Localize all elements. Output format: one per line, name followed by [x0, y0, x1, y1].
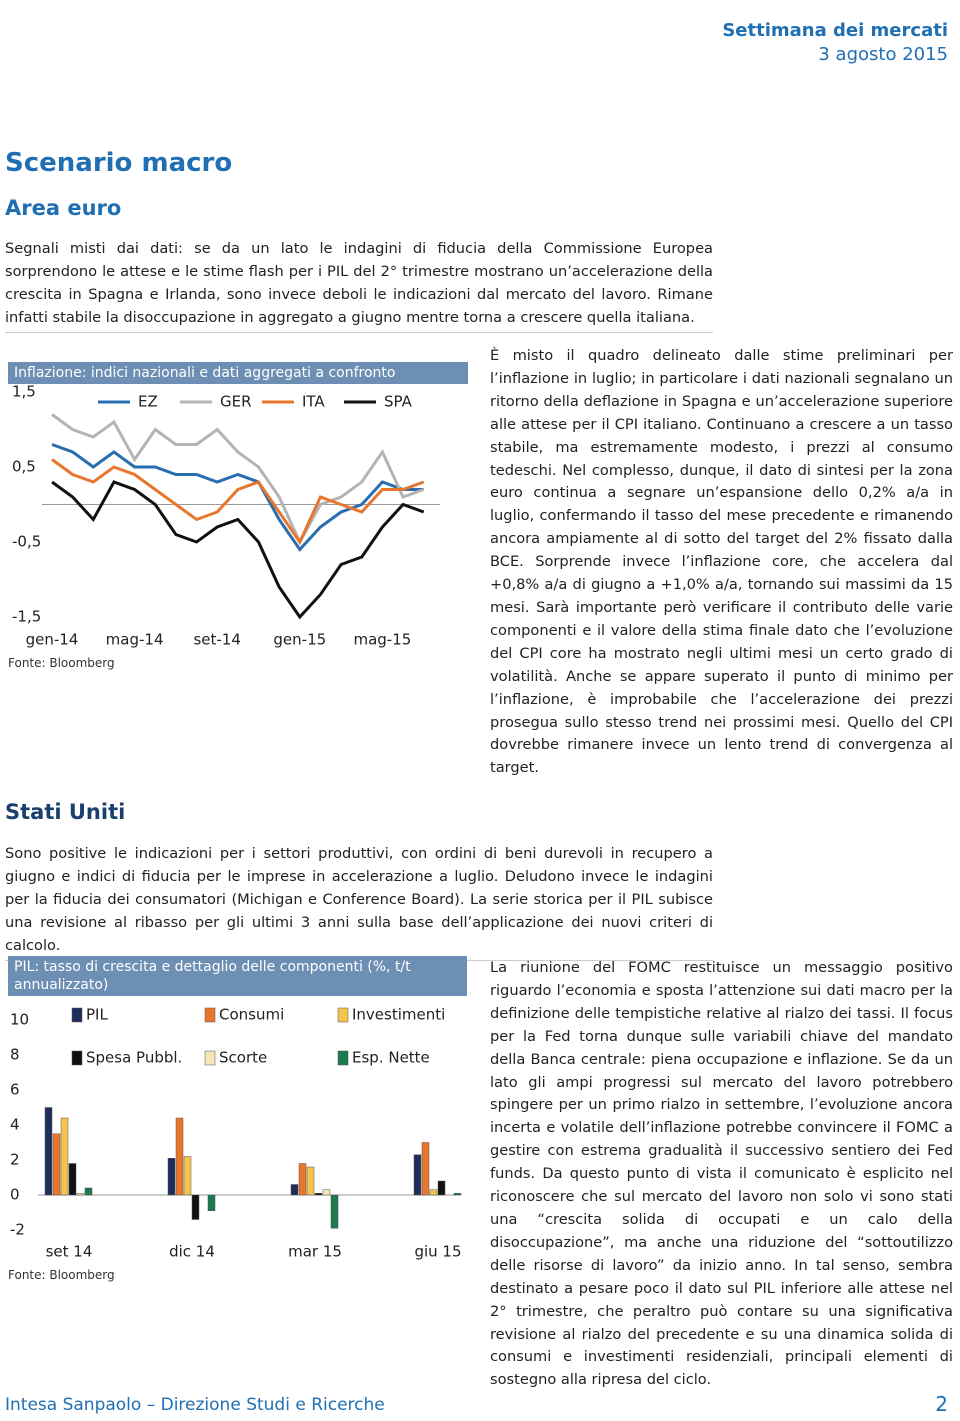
y-tick-label: -0,5 [12, 533, 41, 551]
bar [183, 1156, 192, 1196]
legend-label: GER [220, 393, 252, 411]
legend-label: Spesa Pubbl. [86, 1049, 182, 1067]
line-series [51, 413, 425, 546]
legend-label: ITA [302, 393, 325, 411]
x-tick-label: dic 14 [169, 1243, 215, 1261]
page-number: 2 [935, 1392, 948, 1416]
section-title: Stati Uniti [5, 800, 126, 824]
x-tick-label: mag-15 [353, 631, 411, 649]
y-tick-label: 10 [10, 1011, 29, 1029]
header-title: Settimana dei mercati [722, 20, 948, 41]
chart-source: Fonte: Bloomberg [8, 656, 115, 670]
y-tick-label: 4 [10, 1116, 20, 1134]
y-tick-label: 0,5 [12, 458, 36, 476]
chart: 1,5 0,5 -0,5 -1,5 gen-14 mag-14 set-14 gen-15 ma… [12, 385, 440, 649]
chart-title: Inflazione: indici nazionali e dati aggr… [8, 362, 468, 384]
x-tick-label: gen-15 [273, 631, 326, 649]
bar [298, 1163, 307, 1196]
y-tick-label: 8 [10, 1046, 20, 1064]
bar [314, 1193, 323, 1196]
chart-source: Fonte: Bloomberg [8, 1268, 115, 1282]
y-tick-label: 2 [10, 1151, 20, 1169]
bar [207, 1194, 216, 1211]
legend-label: Scorte [219, 1049, 267, 1067]
footer-publisher: Intesa Sanpaolo – Direzione Studi e Rice… [5, 1395, 385, 1415]
legend-label: SPA [384, 393, 413, 411]
bar [84, 1187, 93, 1196]
x-tick-label: set-14 [193, 631, 240, 649]
bar [290, 1184, 299, 1196]
legend-label: Investimenti [352, 1006, 445, 1024]
section-text: La riunione del FOMC restituisce un mess… [490, 959, 953, 1389]
line-series [51, 480, 425, 620]
bar [68, 1163, 77, 1196]
legend-label: Consumi [219, 1006, 284, 1024]
legend-label: EZ [138, 393, 158, 411]
bar [76, 1193, 85, 1196]
section-title: Area euro [5, 196, 122, 220]
bar [322, 1189, 331, 1196]
y-tick-label: 1,5 [12, 385, 36, 401]
legend-swatch [204, 1007, 216, 1023]
legend-swatch [71, 1050, 83, 1066]
section-text: È misto il quadro delineato dalle stime … [490, 347, 953, 777]
section-intro: Segnali misti dai dati: se da un lato le… [5, 238, 713, 333]
y-tick-label: -1,5 [12, 608, 41, 626]
x-tick-label: mag-14 [106, 631, 164, 649]
bar [306, 1166, 315, 1196]
bar [437, 1180, 446, 1196]
x-tick-label: set 14 [46, 1243, 93, 1261]
header-date: 3 agosto 2015 [818, 44, 948, 65]
line-series [51, 443, 424, 552]
legend-swatch [204, 1050, 216, 1066]
chart-title: PIL: tasso di crescita e dettaglio delle… [8, 956, 467, 996]
legend-label: PIL [86, 1006, 108, 1024]
legend-swatch [71, 1007, 83, 1023]
bar [413, 1154, 422, 1196]
bar [44, 1107, 53, 1196]
legend-swatch [337, 1050, 349, 1066]
bar [60, 1117, 69, 1196]
bar [429, 1189, 438, 1196]
bar [453, 1193, 462, 1196]
y-tick-label: 6 [10, 1081, 20, 1099]
bar [175, 1117, 184, 1196]
y-tick-label: 0 [10, 1186, 20, 1204]
y-tick-label: -2 [10, 1221, 25, 1239]
line-series [51, 458, 425, 546]
bar [167, 1158, 176, 1196]
legend-swatch [337, 1007, 349, 1023]
x-tick-label: giu 15 [414, 1243, 461, 1261]
x-tick-label: mar 15 [288, 1243, 342, 1261]
bar [191, 1194, 200, 1220]
section-intro: Sono positive le indicazioni per i setto… [5, 843, 713, 961]
x-tick-label: gen-14 [26, 631, 79, 649]
legend-label: Esp. Nette [352, 1049, 430, 1067]
page-title: Scenario macro [5, 148, 233, 178]
bar [330, 1194, 339, 1229]
chart: 10 8 6 4 2 0 -2 set 14 dic 14 mar 15 giu 15 PIL Cons… [10, 1006, 462, 1261]
bar [421, 1142, 430, 1196]
bar [52, 1133, 61, 1196]
